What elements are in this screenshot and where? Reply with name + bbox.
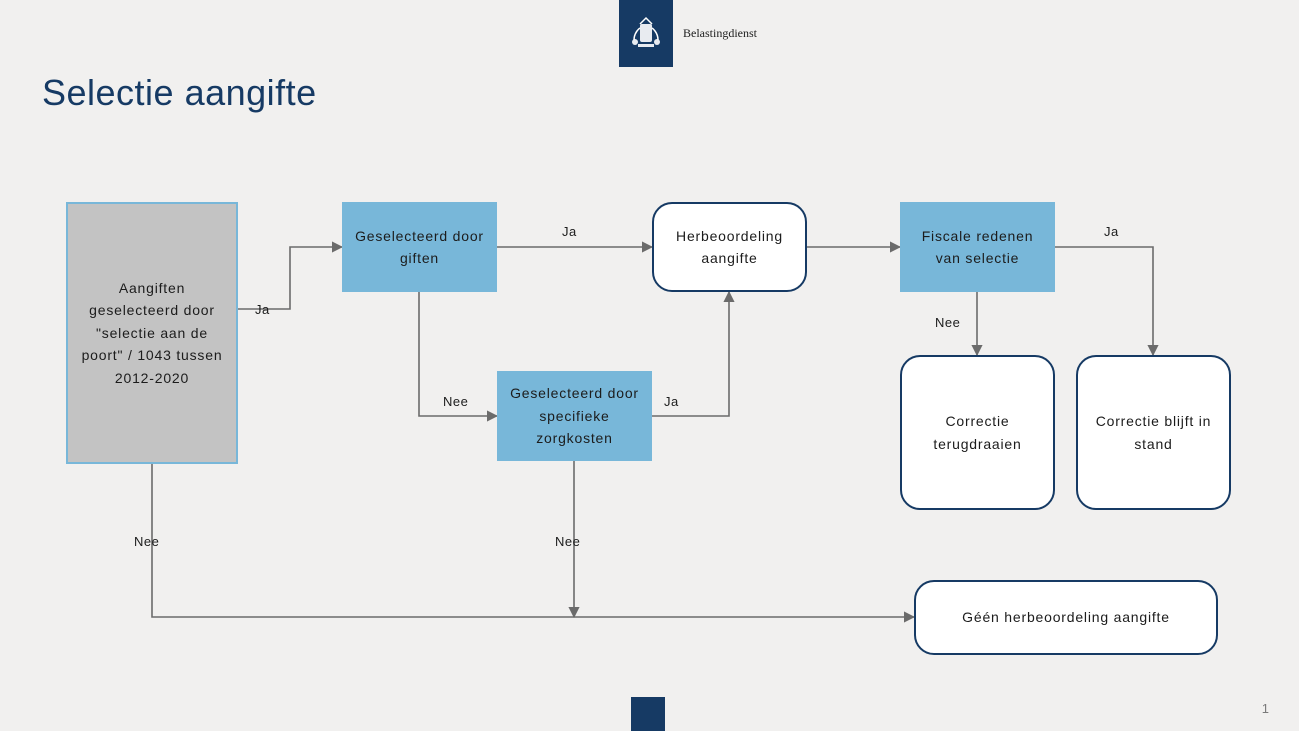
node-zorgkosten-label: Geselecteerd door specifieke zorgkosten [505,382,644,449]
node-fiscale-redenen-label: Fiscale redenen van selectie [908,225,1047,270]
footer-brand-block [631,697,665,731]
node-fiscale-redenen: Fiscale redenen van selectie [900,202,1055,292]
edge-label-zorg-ja: Ja [664,394,679,409]
edge-label-start-nee: Nee [134,534,159,549]
node-herbeoordeling-label: Herbeoordeling aangifte [662,225,797,270]
edge-label-fiscale-ja: Ja [1104,224,1119,239]
node-geen-herbeoordeling-label: Géén herbeoordeling aangifte [962,606,1170,628]
node-start: Aangiften geselecteerd door "selectie aa… [66,202,238,464]
page-title: Selectie aangifte [42,72,317,114]
org-name: Belastingdienst [683,26,757,41]
org-logo [619,0,673,67]
edge-label-giften-nee: Nee [443,394,468,409]
node-herbeoordeling: Herbeoordeling aangifte [652,202,807,292]
node-correctie-in-stand: Correctie blijft in stand [1076,355,1231,510]
node-geen-herbeoordeling: Géén herbeoordeling aangifte [914,580,1218,655]
node-correctie-terugdraaien: Correctie terugdraaien [900,355,1055,510]
edge-label-fiscale-nee: Nee [935,315,960,330]
node-giften: Geselecteerd door giften [342,202,497,292]
node-zorgkosten: Geselecteerd door specifieke zorgkosten [497,371,652,461]
node-correctie-terugdraaien-label: Correctie terugdraaien [910,410,1045,455]
coat-of-arms-icon [626,14,666,54]
edge-label-giften-ja: Ja [562,224,577,239]
node-giften-label: Geselecteerd door giften [350,225,489,270]
page-number: 1 [1262,701,1269,716]
edge-label-start-ja: Ja [255,302,270,317]
node-correctie-in-stand-label: Correctie blijft in stand [1086,410,1221,455]
edge-label-zorg-nee: Nee [555,534,580,549]
node-start-label: Aangiften geselecteerd door "selectie aa… [76,277,228,389]
